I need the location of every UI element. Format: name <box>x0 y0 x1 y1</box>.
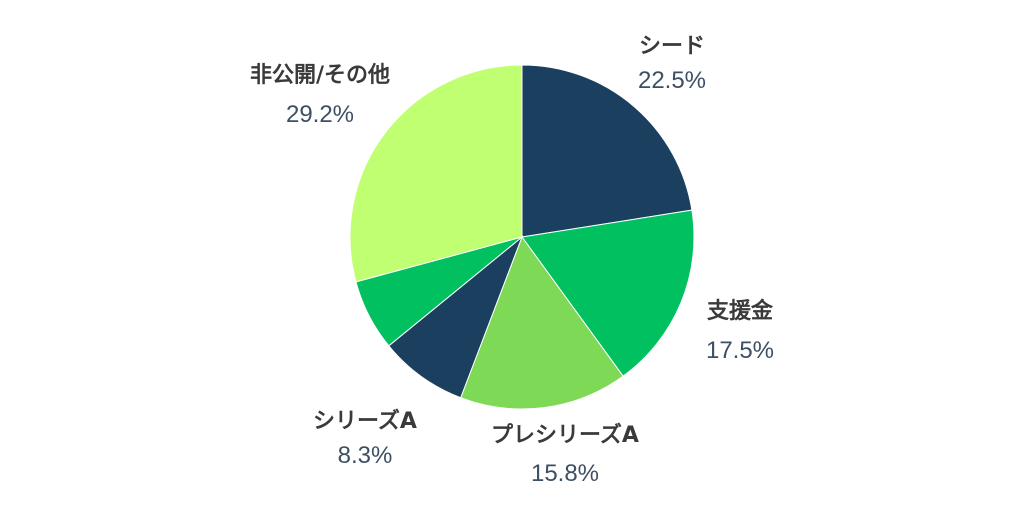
slice-label-3: プレシリーズA <box>491 422 639 448</box>
pie-slice-1 <box>521 64 693 238</box>
pie-slice-2 <box>521 209 695 377</box>
pie-slice-3 <box>460 235 624 410</box>
pie-slice-6 <box>349 64 523 283</box>
slice-value-label-2: 17.5% <box>706 337 774 364</box>
pie-labels: シード 22.5% 支援金 17.5% プレシリーズA 15.8% シリーズA 8.3% 非公開… <box>250 34 774 487</box>
slice-label-1: シード <box>639 34 705 59</box>
slice-value-label-6: 29.2% <box>286 101 354 128</box>
slice-value-label-3: 15.8% <box>531 460 599 487</box>
slice-label-6: 非公開/その他 <box>250 63 390 88</box>
slice-label-2: 支援金 <box>707 298 774 324</box>
pie-slices <box>349 64 695 410</box>
slice-value-label-4: 8.3% <box>338 442 393 469</box>
slice-label-4: シリーズA <box>313 408 417 434</box>
pie-slice-4 <box>388 235 524 399</box>
slice-value-label-1: 22.5% <box>638 67 706 94</box>
